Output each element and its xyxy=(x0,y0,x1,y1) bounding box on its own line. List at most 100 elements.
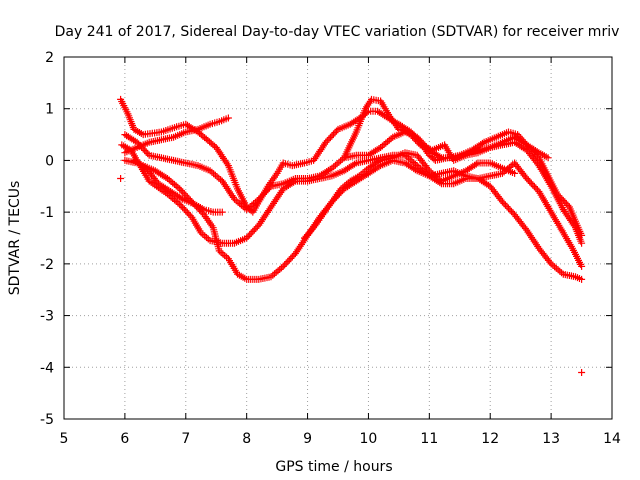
data-point xyxy=(409,133,417,141)
data-point xyxy=(564,201,572,209)
data-point xyxy=(259,190,267,198)
data-point xyxy=(404,128,412,136)
x-axis-title: GPS time / hours xyxy=(275,459,392,475)
data-point xyxy=(410,159,418,167)
y-tick-label: -5 xyxy=(40,412,54,428)
data-point xyxy=(211,171,219,179)
data-point xyxy=(308,225,316,233)
data-point xyxy=(506,206,514,214)
data-point xyxy=(427,168,435,176)
data-point xyxy=(203,234,210,241)
data-point xyxy=(185,210,193,218)
series-track-3 xyxy=(121,114,232,157)
data-point xyxy=(256,194,264,202)
data-point xyxy=(135,140,143,148)
data-point xyxy=(180,205,188,213)
data-point xyxy=(533,148,541,156)
data-point xyxy=(375,158,383,165)
data-point xyxy=(252,224,260,232)
data-point xyxy=(578,275,586,283)
data-point xyxy=(263,187,270,195)
y-tick-label: 0 xyxy=(45,153,54,169)
data-point xyxy=(532,184,540,192)
data-point xyxy=(556,267,564,275)
data-point xyxy=(218,208,226,216)
data-point xyxy=(322,138,330,146)
data-point xyxy=(325,135,333,143)
data-point xyxy=(176,185,184,193)
data-point xyxy=(337,157,345,165)
data-point xyxy=(176,200,184,208)
data-point xyxy=(219,250,227,258)
data-point xyxy=(326,134,334,141)
y-tick-label: -3 xyxy=(40,309,54,325)
data-point xyxy=(505,204,512,212)
data-point xyxy=(524,176,532,184)
data-point xyxy=(387,135,395,143)
data-point xyxy=(180,190,188,198)
data-point xyxy=(305,229,313,237)
data-point xyxy=(243,234,251,242)
x-tick-label: 12 xyxy=(481,431,499,447)
x-tick-label: 7 xyxy=(181,431,190,447)
series-track-8 xyxy=(130,156,226,216)
data-point xyxy=(503,203,511,211)
data-point xyxy=(288,253,296,261)
data-point xyxy=(138,143,146,151)
data-point xyxy=(578,239,586,247)
data-point xyxy=(285,256,293,264)
series-outlier xyxy=(117,175,586,376)
y-axis-title: SDTVAR / TECUs xyxy=(7,181,23,296)
data-point xyxy=(182,207,190,215)
data-point xyxy=(335,158,343,166)
grid xyxy=(64,57,612,419)
data-point xyxy=(231,195,238,203)
data-point xyxy=(224,114,232,122)
data-point xyxy=(410,134,418,142)
data-point xyxy=(247,229,255,237)
series-track-5 xyxy=(121,128,586,247)
data-point xyxy=(239,203,247,211)
data-point xyxy=(139,145,147,153)
data-point xyxy=(136,142,144,150)
data-point xyxy=(284,258,292,266)
data-point xyxy=(249,228,257,235)
data-point xyxy=(182,191,190,199)
data-point xyxy=(282,259,290,267)
data-point xyxy=(177,202,185,210)
data-point xyxy=(266,184,273,192)
data-point xyxy=(578,262,586,270)
data-point xyxy=(179,188,187,196)
data-point xyxy=(142,148,150,156)
data-point xyxy=(278,264,285,272)
data-point xyxy=(472,160,480,168)
data-point xyxy=(498,198,506,206)
x-tick-label: 13 xyxy=(542,431,560,447)
data-point xyxy=(302,232,310,240)
data-point xyxy=(246,231,254,239)
data-point xyxy=(331,129,339,137)
data-point xyxy=(562,200,570,208)
data-point xyxy=(117,175,125,182)
data-point xyxy=(431,171,439,179)
data-point xyxy=(243,206,251,214)
plot-frame xyxy=(63,56,613,420)
data-point xyxy=(261,189,269,197)
data-point xyxy=(500,199,508,207)
data-point xyxy=(177,194,185,202)
data-point xyxy=(578,369,586,376)
x-tick-label: 10 xyxy=(360,431,378,447)
data-point xyxy=(551,263,559,271)
y-tick-label: 2 xyxy=(45,50,54,66)
series-track-6 xyxy=(301,149,519,242)
data-point xyxy=(523,175,531,182)
data-point xyxy=(208,168,216,176)
data-point xyxy=(251,198,259,206)
data-point xyxy=(406,130,413,138)
data-point xyxy=(534,160,542,168)
data-point xyxy=(250,226,258,234)
data-point xyxy=(329,130,337,138)
data-point xyxy=(544,154,552,162)
